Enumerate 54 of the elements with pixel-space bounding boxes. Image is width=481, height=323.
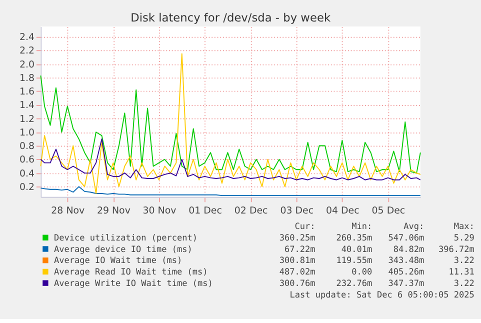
legend-label: Average IO Wait time (ms) — [54, 256, 182, 266]
line-series — [40, 138, 421, 180]
y-tick-label: 1.0 — [20, 127, 35, 138]
text: 300.76m — [279, 278, 316, 289]
legend-label: Average Read IO Wait time (ms) — [54, 268, 208, 278]
y-tick-label: 1.2 — [20, 114, 35, 125]
x-tick-label: 01 Dec — [188, 205, 222, 216]
text: 84.82m — [393, 244, 424, 255]
text: 347.37m — [388, 278, 424, 289]
chart-title: Disk latency for /dev/sda - by week — [130, 10, 331, 25]
text: 260.35m — [336, 233, 372, 244]
text: 360.25m — [279, 233, 316, 244]
line-series — [40, 75, 421, 174]
text: 232.76m — [336, 278, 372, 289]
text: 3.22 — [454, 278, 474, 289]
text: Last update: Sat Dec 6 05:00:05 2025 — [290, 290, 474, 300]
text: 487.02m — [279, 268, 316, 278]
text: 5.29 — [454, 233, 474, 244]
y-tick-label: 0.4 — [20, 168, 35, 180]
y-tick-label: 2.2 — [20, 46, 35, 57]
x-tick-label: 29 Nov — [96, 205, 131, 216]
x-tick-label: 03 Dec — [280, 205, 314, 216]
y-tick-label: 1.8 — [20, 72, 35, 84]
text: 547.06m — [388, 233, 424, 244]
text: 396.72m — [438, 244, 474, 255]
text: 67.22m — [284, 244, 316, 255]
text: 11.31 — [448, 268, 474, 278]
x-tick-label: 05 Dec — [372, 205, 406, 216]
x-tick-label: 02 Dec — [234, 205, 268, 216]
legend-label: Average Write IO Wait time (ms) — [54, 278, 213, 289]
y-tick-label: 2.0 — [20, 59, 35, 70]
text: 0.00 — [352, 268, 372, 278]
text: Avg: — [404, 222, 424, 232]
text: Min: — [352, 222, 372, 232]
text: 119.55m — [336, 256, 372, 266]
text: 40.01m — [341, 244, 372, 255]
line-series — [40, 53, 421, 194]
text: 3.22 — [454, 256, 474, 266]
y-tick-label: 1.4 — [20, 100, 35, 112]
text: 300.81m — [279, 256, 316, 266]
legend-label: Device utilization (percent) — [54, 233, 198, 244]
x-tick-label: 30 Nov — [142, 205, 177, 216]
legend-label: Average device IO time (ms) — [54, 244, 192, 255]
y-tick-label: 1.6 — [20, 86, 35, 98]
y-tick-label: 0.8 — [20, 141, 35, 152]
y-tick-label: 0.2 — [20, 182, 35, 193]
x-tick-label: 28 Nov — [51, 205, 86, 216]
text: 343.48m — [388, 256, 424, 266]
y-tick-label: 2.4 — [20, 32, 35, 44]
text: Max: — [454, 222, 474, 232]
text: 405.26m — [388, 268, 424, 278]
text: Cur: — [294, 222, 316, 232]
x-tick-label: 04 Dec — [326, 205, 360, 216]
y-tick-label: 0.6 — [20, 154, 35, 166]
